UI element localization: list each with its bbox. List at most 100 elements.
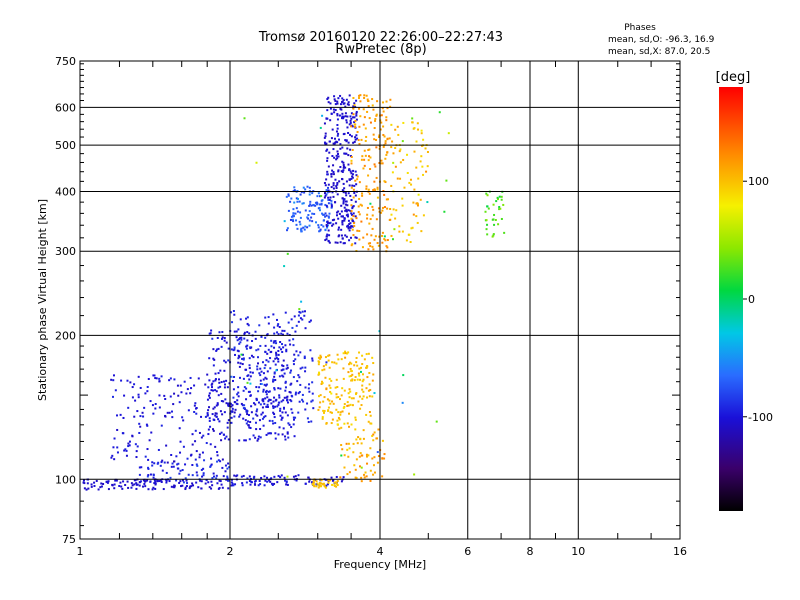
scatter-point — [152, 486, 155, 489]
scatter-point — [217, 347, 220, 350]
scatter-point — [284, 435, 287, 438]
scatter-point — [146, 385, 149, 388]
scatter-point — [242, 358, 245, 361]
scatter-point — [116, 428, 119, 431]
scatter-point — [368, 222, 371, 225]
scatter-point — [377, 428, 380, 431]
scatter-point — [275, 398, 278, 401]
scatter-point — [341, 115, 344, 118]
scatter-point — [158, 480, 161, 483]
scatter-point — [147, 458, 150, 461]
scatter-point — [360, 220, 363, 223]
scatter-point — [277, 358, 280, 361]
scatter-point — [357, 211, 360, 214]
scatter-point — [324, 132, 327, 135]
scatter-point — [213, 358, 216, 361]
scatter-point — [341, 237, 344, 240]
scatter-point — [254, 421, 257, 424]
scatter-point — [378, 136, 381, 139]
scatter-point — [201, 451, 204, 454]
scatter-point — [372, 208, 375, 211]
scatter-point — [265, 389, 268, 392]
scatter-point — [334, 386, 337, 389]
scatter-point — [352, 169, 355, 172]
scatter-point — [232, 379, 235, 382]
scatter-point — [344, 115, 347, 118]
scatter-point — [311, 399, 314, 402]
scatter-point — [282, 346, 285, 349]
scatter-point — [269, 357, 272, 360]
scatter-point — [255, 386, 258, 389]
scatter-point — [496, 196, 499, 199]
scatter-point — [292, 423, 295, 426]
scatter-point — [323, 485, 326, 488]
scatter-point — [214, 412, 217, 415]
scatter-point — [107, 488, 110, 491]
scatter-point — [171, 462, 174, 465]
scatter-point — [365, 353, 368, 356]
scatter-point — [335, 211, 338, 214]
scatter-point — [318, 406, 321, 409]
scatter-point — [492, 218, 495, 221]
scatter-point — [343, 242, 346, 245]
scatter-point — [494, 219, 497, 222]
scatter-point — [321, 212, 324, 215]
scatter-point — [207, 433, 210, 436]
scatter-point — [315, 485, 318, 488]
scatter-point — [341, 215, 344, 218]
scatter-point — [127, 406, 130, 409]
scatter-point — [281, 416, 284, 419]
scatter-point — [341, 146, 344, 149]
scatter-point — [369, 388, 372, 391]
scatter-point — [386, 207, 389, 210]
scatter-point — [349, 222, 352, 225]
scatter-point — [359, 378, 362, 381]
scatter-point — [339, 411, 342, 414]
scatter-point — [344, 191, 347, 194]
scatter-point — [281, 374, 284, 377]
scatter-point — [368, 155, 371, 158]
scatter-point — [179, 469, 182, 472]
scatter-point — [356, 364, 359, 367]
scatter-point — [299, 216, 302, 219]
scatter-point — [234, 483, 237, 486]
scatter-point — [386, 246, 389, 249]
scatter-point — [154, 480, 157, 483]
scatter-point — [365, 135, 368, 138]
scatter-point — [113, 487, 116, 490]
scatter-point — [367, 105, 370, 108]
scatter-point — [299, 367, 302, 370]
scatter-point — [361, 155, 364, 158]
scatter-point — [239, 341, 242, 344]
scatter-point — [138, 473, 141, 476]
scatter-point — [231, 482, 234, 485]
scatter-point — [330, 112, 333, 115]
scatter-point — [100, 485, 103, 488]
scatter-point — [359, 370, 362, 373]
scatter-point — [342, 242, 345, 245]
scatter-point — [350, 172, 353, 175]
scatter-point — [291, 411, 294, 414]
scatter-point — [417, 193, 420, 196]
scatter-point — [486, 223, 489, 226]
scatter-point — [139, 386, 142, 389]
scatter-point — [210, 480, 213, 483]
scatter-point — [341, 223, 344, 226]
scatter-point — [295, 324, 298, 327]
scatter-point — [310, 204, 313, 207]
scatter-point — [274, 432, 277, 435]
scatter-point — [334, 481, 337, 484]
scatter-point — [182, 419, 185, 422]
scatter-point — [273, 375, 276, 378]
scatter-point — [207, 386, 210, 389]
scatter-point — [343, 217, 346, 220]
scatter-point — [297, 320, 300, 323]
scatter-point — [137, 396, 140, 399]
scatter-point — [378, 330, 381, 333]
scatter-point — [348, 396, 351, 399]
scatter-point — [353, 379, 356, 382]
scatter-point — [285, 195, 288, 198]
scatter-point — [333, 95, 336, 98]
scatter-point — [369, 414, 372, 417]
scatter-point — [291, 395, 294, 398]
